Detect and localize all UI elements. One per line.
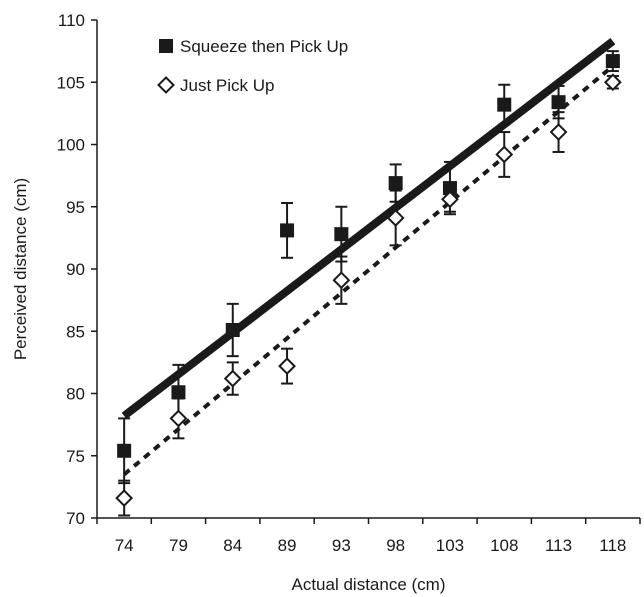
- error-bars: [118, 50, 619, 517]
- y-tick-label: 90: [66, 260, 85, 279]
- y-tick-label: 100: [57, 136, 85, 155]
- x-tick-label: 93: [332, 536, 351, 555]
- square-marker: [280, 223, 295, 238]
- legend: Squeeze then Pick Up Just Pick Up: [157, 37, 348, 95]
- square-marker: [605, 54, 620, 69]
- x-tick-label: 74: [115, 536, 134, 555]
- legend-label-1: Squeeze then Pick Up: [180, 37, 348, 56]
- diamond-marker: [115, 489, 134, 507]
- diamond-marker: [332, 271, 351, 290]
- diamond-marker: [603, 73, 622, 92]
- x-tick-label: 108: [490, 536, 518, 555]
- trendlines: [121, 37, 616, 476]
- legend-marker-1: [159, 39, 173, 53]
- diamond-marker: [441, 190, 459, 209]
- x-axis-title: Actual distance (cm): [292, 575, 446, 594]
- x-tick-label: 84: [223, 536, 242, 555]
- x-tick-label: 103: [436, 536, 464, 555]
- diamond-marker: [549, 123, 568, 141]
- legend-marker-2: [157, 76, 175, 94]
- y-tick-label: 105: [57, 73, 85, 92]
- y-tick-label: 95: [66, 198, 85, 217]
- square-marker: [497, 97, 512, 112]
- x-tick-label: 118: [599, 536, 626, 555]
- y-tick-label: 85: [66, 322, 85, 341]
- legend-label-2: Just Pick Up: [180, 76, 274, 95]
- y-tick-label: 70: [66, 509, 85, 528]
- square-marker: [551, 95, 566, 110]
- diamond-marker: [223, 369, 242, 388]
- y-tick-label: 80: [66, 385, 85, 404]
- trendline-series-2: [122, 64, 615, 476]
- x-tick-label: 113: [545, 536, 572, 555]
- diamond-marker: [169, 409, 188, 428]
- x-tick-label: 79: [169, 536, 188, 555]
- diamond-marker: [278, 357, 296, 376]
- x-ticks: 74 79 84 89 93 98 103 108 113 118: [96, 518, 641, 555]
- square-marker: [171, 385, 186, 400]
- y-ticks: 70 75 80 85 90 95 100 105 110: [57, 11, 97, 528]
- square-marker: [225, 323, 240, 338]
- square-marker: [442, 181, 457, 196]
- diamond-marker: [495, 145, 514, 164]
- y-axis-title: Perceived distance (cm): [11, 178, 30, 360]
- y-tick-label: 75: [66, 447, 85, 466]
- y-tick-label: 110: [58, 11, 85, 30]
- square-marker: [117, 443, 132, 458]
- diamond-marker: [386, 209, 405, 227]
- x-tick-label: 89: [278, 536, 297, 555]
- x-tick-label: 98: [386, 536, 405, 555]
- trendline-series-1: [121, 37, 616, 420]
- square-marker: [334, 227, 349, 242]
- square-marker: [388, 176, 403, 191]
- data-markers: [115, 54, 622, 507]
